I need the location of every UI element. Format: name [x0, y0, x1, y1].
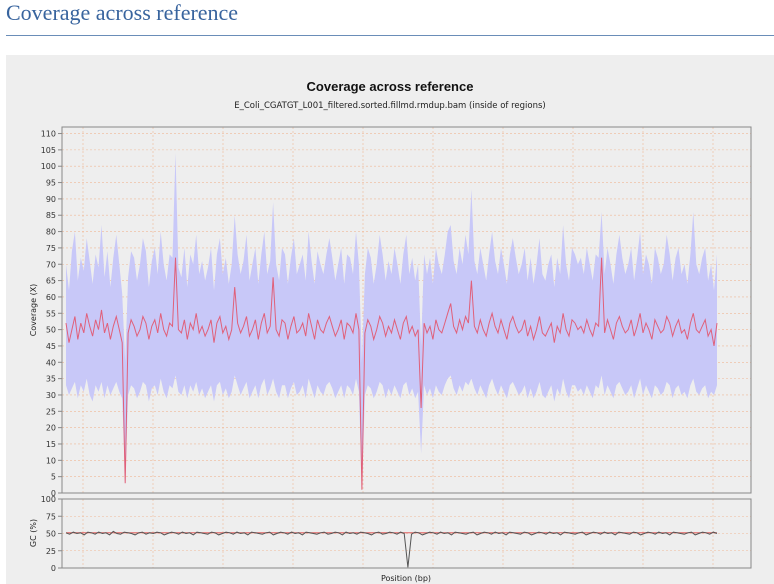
coverage-band: [66, 153, 717, 490]
gc-y-tick-label: 0: [51, 564, 56, 573]
coverage-y-tick-label: 70: [46, 260, 56, 269]
x-axis-label: Position (bp): [381, 574, 431, 583]
coverage-y-tick-label: 60: [46, 293, 56, 302]
chart-panel: Coverage across reference E_Coli_CGATGT_…: [6, 55, 774, 584]
coverage-y-tick-label: 90: [46, 195, 56, 204]
coverage-y-tick-label: 5: [51, 473, 56, 482]
coverage-chart: Coverage across reference E_Coli_CGATGT_…: [29, 79, 752, 583]
coverage-plot-frame: [61, 126, 752, 494]
coverage-y-tick-label: 105: [41, 146, 56, 155]
coverage-y-tick-label: 0: [51, 489, 56, 498]
chart-subtitle: E_Coli_CGATGT_L001_filtered.sorted.fillm…: [234, 101, 545, 111]
coverage-line: [65, 257, 718, 490]
gc-y-tick-label: 50: [46, 530, 56, 539]
coverage-y-tick-label: 20: [46, 424, 56, 433]
gc-y-tick-label: 25: [46, 547, 56, 556]
coverage-y-tick-label: 25: [46, 407, 56, 416]
chart-title: Coverage across reference: [307, 79, 474, 94]
coverage-y-ticks: 0 5 10 15 20 25 30 35 40 45 50 55 60 65 70 75 80 85 90 95 10…: [41, 130, 62, 498]
coverage-y-tick-label: 95: [46, 179, 56, 188]
gc-y-tick-label: 100: [41, 495, 56, 504]
coverage-y-tick-label: 80: [46, 228, 56, 237]
gc-line: [65, 530, 718, 568]
coverage-y-tick-label: 85: [46, 211, 56, 220]
coverage-y-tick-label: 75: [46, 244, 56, 253]
coverage-y-tick-label: 15: [46, 440, 56, 449]
coverage-y-tick-label: 65: [46, 277, 56, 286]
page-title: Coverage across reference: [6, 0, 239, 25]
coverage-y-tick-label: 10: [46, 456, 56, 465]
coverage-y-tick-label: 45: [46, 342, 56, 351]
title-divider: [6, 35, 774, 36]
gc-y-ticks: 0 25 50 75 100: [41, 495, 62, 573]
coverage-y-tick-label: 100: [41, 162, 56, 171]
gc-y-tick-label: 75: [46, 512, 56, 521]
gc-y-axis-label: GC (%): [29, 519, 38, 547]
coverage-y-tick-label: 30: [46, 391, 56, 400]
coverage-y-axis-label: Coverage (X): [29, 284, 38, 337]
coverage-y-tick-label: 110: [41, 130, 56, 139]
coverage-y-tick-label: 40: [46, 358, 56, 367]
coverage-y-tick-label: 35: [46, 375, 56, 384]
coverage-y-tick-label: 55: [46, 309, 56, 318]
coverage-y-tick-label: 50: [46, 326, 56, 335]
